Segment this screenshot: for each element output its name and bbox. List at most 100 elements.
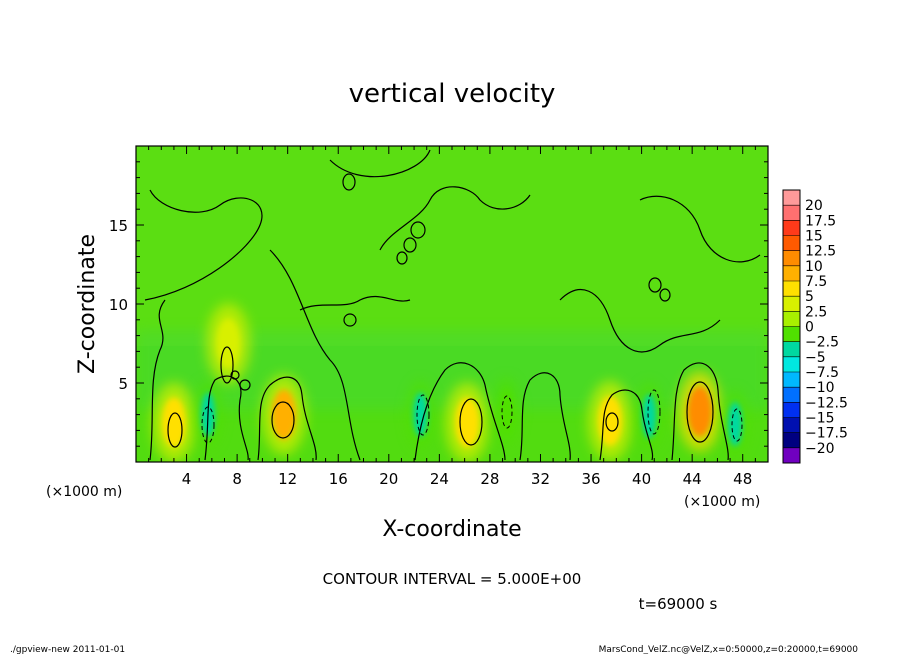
updraft-core: [598, 395, 622, 446]
colorbar-swatch: [783, 265, 800, 282]
contour-line: [639, 195, 761, 263]
updraft-core: [455, 397, 480, 448]
x-tick-label: 48: [733, 470, 752, 488]
colorbar-swatch: [783, 250, 800, 267]
footer-left: ./gpview-new 2011-01-01: [10, 645, 125, 654]
contour-line: [379, 186, 531, 251]
colorbar-swatch: [783, 417, 800, 434]
colorbar-label: −2.5: [805, 335, 839, 351]
contour-line: [599, 389, 654, 461]
contour-line: [519, 372, 571, 461]
x-tick-label: 44: [683, 470, 702, 488]
contour-loop: [396, 251, 408, 265]
contour-loop-negative: [731, 408, 743, 442]
zero-contours: [144, 149, 761, 461]
time-label: t=69000 s: [639, 595, 718, 613]
plot-area: [136, 146, 768, 462]
colorbar-swatch: [783, 311, 800, 327]
contour-line: [149, 299, 166, 461]
colorbar-swatch: [783, 205, 800, 221]
colorbar-label: 15: [805, 229, 823, 245]
colorbar-label: 20: [805, 198, 823, 214]
colorbar-label: 17.5: [805, 213, 836, 229]
x-tick-label: 32: [531, 470, 550, 488]
y-tick-label: 5: [118, 375, 128, 393]
downdraft-core: [728, 402, 743, 447]
colorbar-swatch: [783, 190, 800, 206]
contour-line: [204, 375, 249, 461]
x-axis-title: X-coordinate: [382, 517, 521, 542]
contour-loop: [230, 370, 240, 380]
contour-loop: [648, 277, 662, 293]
x-tick-label: 4: [182, 470, 192, 488]
contour-loop: [410, 221, 426, 239]
contour-loop: [659, 288, 671, 302]
contour-loop: [403, 237, 417, 253]
y-axis: 5 10 15: [109, 161, 768, 447]
colorbar-swatch: [783, 281, 800, 297]
contour-loop: [220, 346, 234, 384]
colorbar-label: 7.5: [805, 274, 827, 290]
contour-loop: [239, 379, 251, 391]
colorbar-swatch: [783, 341, 800, 358]
downdraft-core: [413, 392, 428, 437]
contour-loop-negative: [647, 389, 661, 435]
contour-line: [144, 189, 263, 301]
contour-line: [329, 149, 431, 178]
colorbar-swatch: [783, 447, 800, 464]
contour-loop: [605, 412, 619, 432]
updraft-field: [151, 303, 722, 462]
colorbar-swatch: [783, 356, 800, 373]
colorbar-swatch: [783, 402, 800, 418]
x-tick-label: 24: [430, 470, 449, 488]
colorbar-label: 10: [805, 259, 823, 275]
colorbar-label: 0: [805, 320, 814, 336]
colorbar-label: −12.5: [805, 395, 848, 411]
contour-line: [257, 376, 317, 461]
contour-loop-negative: [201, 406, 215, 444]
x-tick-label: 36: [581, 470, 600, 488]
negative-contours: [201, 389, 743, 444]
colorbar-label: −15: [805, 411, 835, 427]
contour-line: [671, 362, 729, 461]
contour-interval: CONTOUR INTERVAL = 5.000E+00: [323, 570, 582, 588]
contour-loop: [342, 173, 356, 191]
contour-loop-negative: [416, 394, 430, 436]
updraft-core: [216, 318, 241, 369]
colorbar-swatch: [783, 387, 800, 403]
colorbar-label: 12.5: [805, 244, 836, 260]
colorbar-swatch: [783, 432, 800, 449]
downdraft-field: [194, 377, 750, 459]
contour-line: [269, 249, 361, 461]
colorbar-label: −17.5: [805, 426, 848, 442]
x-tick-label: 16: [329, 470, 348, 488]
colorbar-label: 5: [805, 289, 814, 305]
contour-loop: [686, 381, 714, 443]
footer-right: MarsCond_VelZ.nc@VelZ,x=0:50000,z=0:2000…: [599, 645, 859, 654]
y-unit-label: (×1000 m): [46, 484, 122, 500]
updraft-core: [687, 386, 712, 437]
contour-loop: [167, 412, 183, 448]
x-unit-label: (×1000 m): [684, 494, 760, 510]
contour-line: [299, 295, 411, 311]
contour-line: [414, 362, 506, 461]
contour-line: [559, 289, 721, 353]
colorbar-label: 2.5: [805, 304, 827, 320]
updraft-core: [161, 397, 186, 448]
colorbar-swatch: [783, 326, 800, 343]
y-tick-label: 10: [109, 296, 128, 314]
contour-loop: [459, 398, 483, 446]
x-tick-label: 8: [232, 470, 242, 488]
y-axis-title: Z-coordinate: [75, 234, 100, 374]
contour-loop: [343, 313, 357, 327]
updraft-core: [271, 389, 296, 440]
colorbar-swatch: [783, 296, 800, 312]
colorbar-label: −20: [805, 441, 835, 457]
contour-loop-negative: [501, 395, 513, 429]
x-tick-label: 28: [480, 470, 499, 488]
x-tick-label: 40: [632, 470, 651, 488]
x-axis: 4 8 12 16 20 24 28 32 36 40 44 48: [148, 146, 756, 488]
x-tick-label: 12: [278, 470, 297, 488]
x-tick-label: 20: [379, 470, 398, 488]
